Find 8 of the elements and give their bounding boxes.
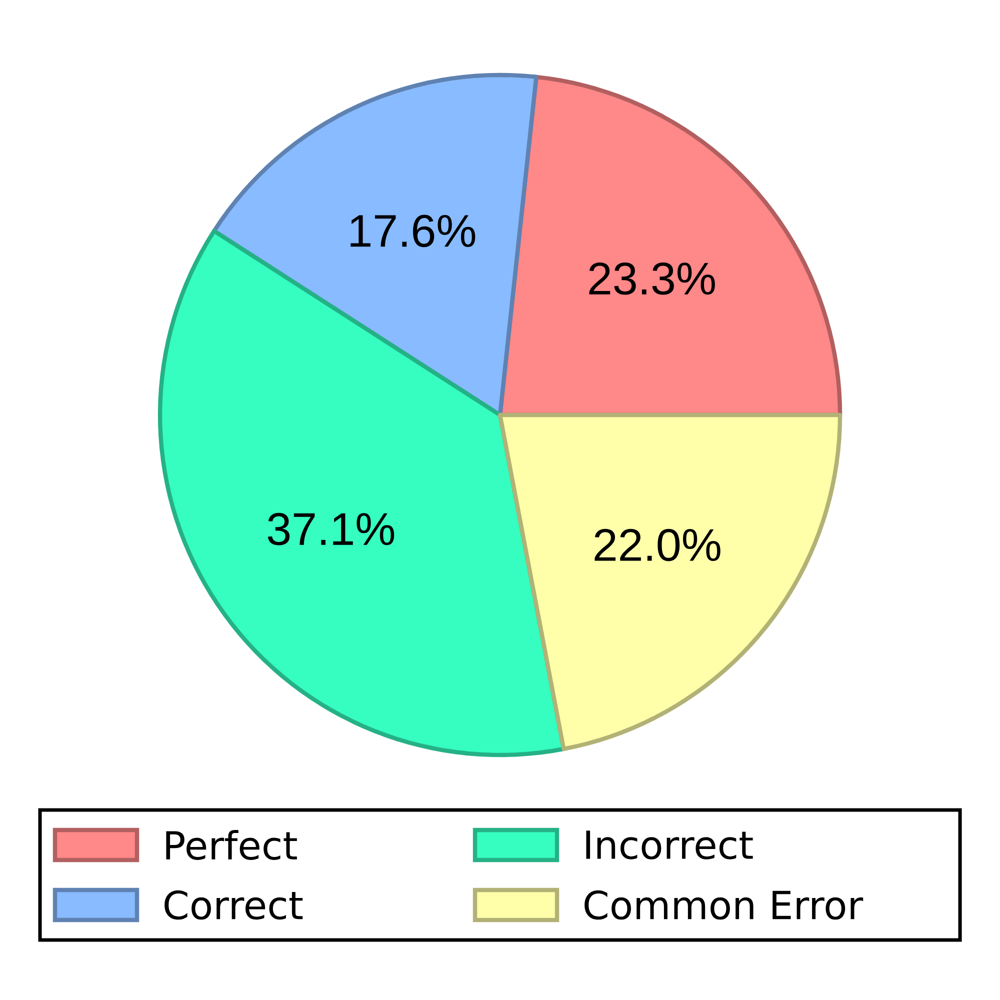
legend-label: Incorrect xyxy=(586,830,753,860)
data-label: 22.0% xyxy=(594,528,720,562)
data-label: 17.6% xyxy=(350,214,476,248)
legend-label: Correct xyxy=(164,890,303,920)
legend-label: Common Error xyxy=(584,890,864,920)
legend-label: Perfect xyxy=(166,830,297,860)
data-label: 37.1% xyxy=(268,512,394,546)
data-label: 23.3% xyxy=(589,262,715,295)
